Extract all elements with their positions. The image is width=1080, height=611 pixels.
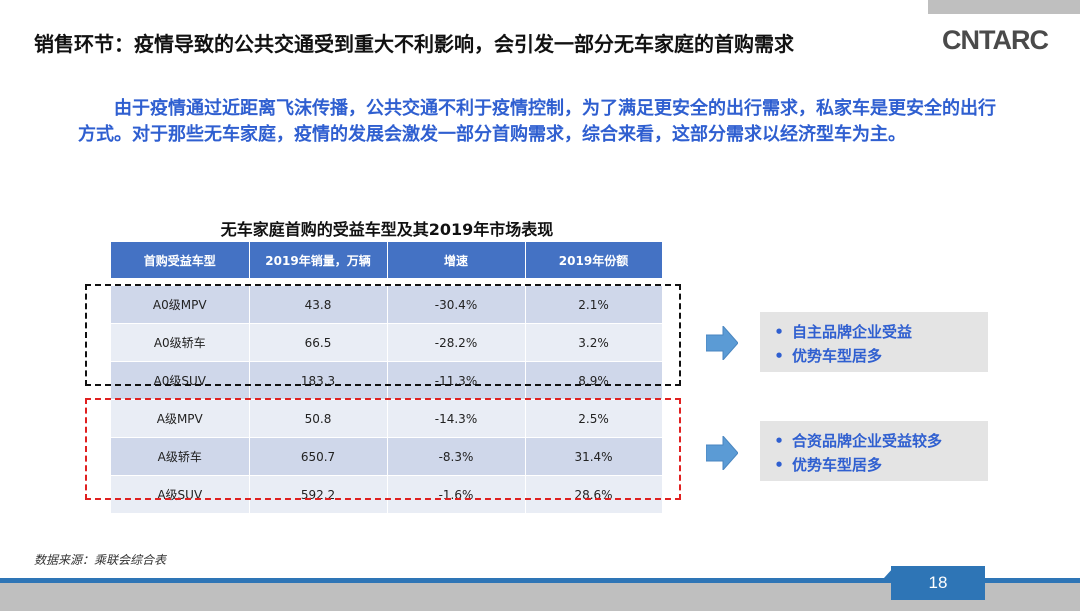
right-arrow-icon <box>706 326 738 360</box>
col-header: 2019年份额 <box>525 242 663 279</box>
note-text: 优势车型居多 <box>792 347 883 365</box>
table-caption: 无车家庭首购的受益车型及其2019年市场表现 <box>220 220 554 239</box>
cell-sales: 650.7 <box>249 437 388 476</box>
cell-vehicle-type: A级MPV <box>111 399 250 438</box>
a-group-highlight <box>85 398 681 500</box>
col-header: 2019年销量，万辆 <box>249 242 388 279</box>
page-number: 18 <box>891 566 985 600</box>
col-header: 增速 <box>387 242 526 279</box>
slide-title: 销售环节：疫情导致的公共交通受到重大不利影响，会引发一部分无车家庭的首购需求 <box>34 32 794 56</box>
cell-sales: 66.5 <box>249 323 388 362</box>
table-row: A0级SUV 183.3 -11.3% 8.9% <box>111 361 663 400</box>
table-row: A级轿车 650.7 -8.3% 31.4% <box>111 437 663 476</box>
cell-growth: -28.2% <box>387 323 526 362</box>
footer-line <box>0 578 1080 583</box>
top-corner-bar <box>928 0 1080 14</box>
cell-vehicle-type: A0级轿车 <box>111 323 250 362</box>
domestic-brand-note: • 自主品牌企业受益 • 优势车型居多 <box>760 312 988 372</box>
col-header: 首购受益车型 <box>111 242 250 279</box>
cell-sales: 183.3 <box>249 361 388 400</box>
table-row: A级MPV 50.8 -14.3% 2.5% <box>111 399 663 438</box>
table-row: A0级轿车 66.5 -28.2% 3.2% <box>111 323 663 362</box>
intro-paragraph: 由于疫情通过近距离飞沫传播，公共交通不利于疫情控制，为了满足更安全的出行需求，私… <box>78 98 996 145</box>
cell-vehicle-type: A级SUV <box>111 475 250 513</box>
bullet-icon: • <box>774 347 784 365</box>
footer-corner-accent <box>884 567 894 578</box>
bullet-icon: • <box>774 323 784 341</box>
cell-sales: 50.8 <box>249 399 388 438</box>
note-text: 自主品牌企业受益 <box>792 323 913 341</box>
note-item: • 合资品牌企业受益较多 <box>766 429 988 453</box>
benefit-vehicle-table: 首购受益车型 2019年销量，万辆 增速 2019年份额 A0级MPV 43.8… <box>111 242 663 513</box>
cell-growth: -11.3% <box>387 361 526 400</box>
cnatarc-logo: CNTARC <box>942 25 1049 54</box>
cell-growth: -14.3% <box>387 399 526 438</box>
cell-share: 31.4% <box>525 437 663 476</box>
cell-share: 3.2% <box>525 323 663 362</box>
note-text: 优势车型居多 <box>792 456 883 474</box>
cell-share: 28.6% <box>525 475 663 513</box>
jv-brand-note: • 合资品牌企业受益较多 • 优势车型居多 <box>760 421 988 481</box>
logo-text: CNTARC <box>942 25 1048 54</box>
note-item: • 优势车型居多 <box>766 453 988 477</box>
data-source-note: 数据来源：乘联会综合表 <box>34 553 167 567</box>
right-arrow-icon <box>706 436 738 470</box>
cell-share: 8.9% <box>525 361 663 400</box>
bullet-icon: • <box>774 456 784 474</box>
cell-sales: 43.8 <box>249 285 388 324</box>
cell-growth: -1.6% <box>387 475 526 513</box>
cell-share: 2.1% <box>525 285 663 324</box>
bullet-icon: • <box>774 432 784 450</box>
cell-vehicle-type: A级轿车 <box>111 437 250 476</box>
note-item: • 自主品牌企业受益 <box>766 320 988 344</box>
a0-group-highlight <box>85 284 681 386</box>
cell-growth: -30.4% <box>387 285 526 324</box>
note-text: 合资品牌企业受益较多 <box>792 432 943 450</box>
table-spacer <box>111 278 663 286</box>
cell-share: 2.5% <box>525 399 663 438</box>
cell-growth: -8.3% <box>387 437 526 476</box>
table-header-row: 首购受益车型 2019年销量，万辆 增速 2019年份额 <box>111 242 663 279</box>
table-row: A0级MPV 43.8 -30.4% 2.1% <box>111 285 663 324</box>
cell-vehicle-type: A0级MPV <box>111 285 250 324</box>
note-item: • 优势车型居多 <box>766 344 988 368</box>
